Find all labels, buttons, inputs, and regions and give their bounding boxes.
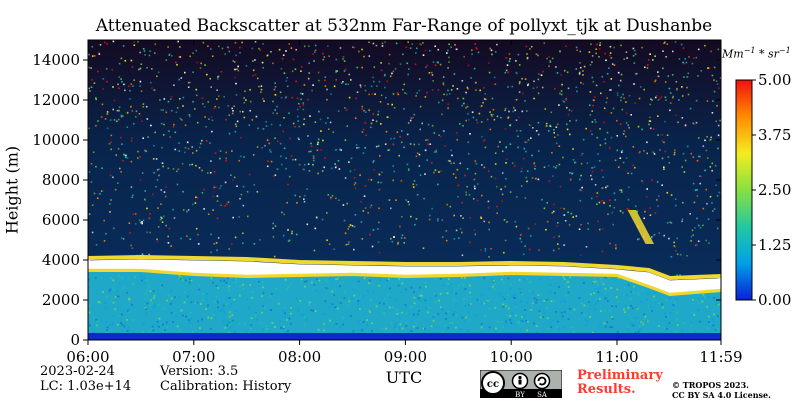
cc-label: cc (487, 379, 499, 390)
plot-area (88, 40, 721, 340)
colorbar-unit-exponent-2: −1 (778, 46, 791, 55)
y-axis: 0 2000 4000 6000 8000 10000 12000 14000 (32, 51, 721, 349)
colorbar-tick-label: 3.75 (758, 126, 791, 144)
y-tick-label: 12000 (32, 91, 80, 109)
x-axis: 06:00 07:00 08:00 09:00 10:00 11:00 11:59 (66, 40, 743, 366)
y-tick-label: 6000 (42, 211, 80, 229)
copyright-line1: © TROPOS 2023. (672, 380, 749, 390)
cloud-layer-edge (88, 254, 721, 297)
x-tick-label: 09:00 (384, 348, 427, 366)
preliminary-notice-line1: Preliminary (577, 368, 663, 383)
x-tick-label: 08:00 (278, 348, 321, 366)
calibration-label: Calibration: History (160, 379, 292, 394)
y-tick-label: 14000 (32, 51, 80, 69)
noise-speckle-layer (88, 40, 721, 258)
y-tick-label: 0 (70, 331, 80, 349)
y-axis-label: Height (m) (2, 145, 22, 235)
colorbar-gradient (735, 79, 753, 301)
elevated-plume (627, 210, 655, 244)
aerosol-speckle-layer (88, 274, 721, 336)
chart-title: Attenuated Backscatter at 532nm Far-Rang… (95, 16, 713, 36)
y-tick-label: 2000 (42, 291, 80, 309)
version-label: Version: 3.5 (160, 364, 239, 379)
measurement-date: 2023-02-24 (40, 364, 115, 379)
colorbar-unit-exponent-1: −1 (743, 46, 756, 55)
y-tick-label: 4000 (42, 251, 80, 269)
cc-by-sa-badge-icon: cc BY SA (480, 370, 562, 398)
colorbar-tick-label: 5.00 (758, 71, 791, 89)
x-tick-label: 11:00 (595, 348, 638, 366)
x-tick-label: 11:59 (699, 348, 742, 366)
colorbar-tick-label: 2.50 (758, 181, 791, 199)
x-tick-label: 06:00 (66, 348, 109, 366)
colorbar-tick-label: 0.00 (758, 291, 791, 309)
y-tick-label: 8000 (42, 171, 80, 189)
preliminary-notice-line2: Results. (577, 382, 636, 397)
copyright-line2: CC BY SA 4.0 License. (672, 390, 771, 400)
colorbar-unit-mid: * sr (755, 47, 779, 61)
colorbar-unit: Mm−1 * sr−1 (722, 46, 791, 61)
lidar-constant: LC: 1.03e+14 (40, 379, 132, 394)
colorbar-tick-label: 1.25 (758, 236, 791, 254)
plot-frame (87, 39, 722, 341)
colorbar: 0.00 1.25 2.50 3.75 5.00 (735, 71, 791, 309)
x-axis-label: UTC (385, 368, 423, 387)
ground-band (88, 333, 721, 340)
x-tick-label: 10:00 (490, 348, 533, 366)
sa-label: SA (537, 391, 548, 398)
colorbar-ticks: 0.00 1.25 2.50 3.75 5.00 (752, 71, 791, 309)
x-tick-label: 07:00 (172, 348, 215, 366)
colorbar-unit-base: Mm (722, 47, 744, 61)
cloud-layer (88, 259, 721, 293)
by-label: BY (515, 391, 525, 398)
y-tick-label: 10000 (32, 131, 80, 149)
